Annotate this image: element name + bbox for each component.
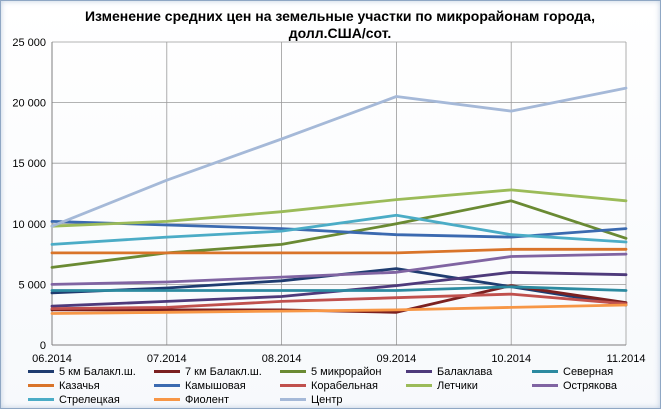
legend-swatch — [532, 384, 558, 387]
y-tick-label: 15 000 — [12, 158, 46, 170]
x-tick-label: 09.2014 — [377, 353, 417, 365]
legend-item: Камышовая — [154, 379, 280, 392]
series-line — [50, 199, 628, 269]
legend-label: Северная — [563, 365, 614, 378]
x-tick-label: 10.2014 — [491, 353, 531, 365]
legend-swatch — [406, 384, 432, 387]
y-tick-label: 10 000 — [12, 219, 46, 231]
axes — [51, 42, 626, 346]
legend-item: Летчики — [406, 379, 532, 392]
y-tick-label: 0 — [40, 340, 46, 352]
legend-swatch — [28, 370, 54, 373]
legend-label: Фиолент — [185, 393, 230, 406]
y-tick-label: 5 000 — [18, 279, 46, 291]
y-tick-label: 25 000 — [12, 37, 46, 49]
legend-swatch — [280, 398, 306, 401]
series-line — [50, 213, 628, 246]
series-line — [50, 188, 628, 228]
legend-swatch — [280, 370, 306, 373]
legend-swatch — [154, 384, 180, 387]
series-line — [50, 86, 628, 228]
legend-swatch — [280, 384, 306, 387]
legend-label: Острякова — [563, 379, 617, 392]
legend-label: Камышовая — [185, 379, 246, 392]
series-line — [50, 252, 628, 286]
legend-item: 5 км Балакл.ш. — [28, 365, 154, 378]
legend-item: Корабельная — [280, 379, 406, 392]
legend-swatch — [154, 398, 180, 401]
legend-item: Центр — [280, 393, 406, 406]
x-axis-ticks: 06.2014 07.2014 08.2014 09.2014 10.2014 11.20… — [32, 353, 645, 365]
legend-swatch — [154, 370, 180, 373]
y-axis-ticks: 0 5 000 10 000 15 000 20 000 25 000 — [12, 37, 46, 352]
x-tick-label: 06.2014 — [32, 353, 72, 365]
x-tick-label: 08.2014 — [262, 353, 302, 365]
legend-swatch — [532, 370, 558, 373]
legend-swatch — [406, 370, 432, 373]
legend-swatch — [28, 384, 54, 387]
legend-label: Летчики — [437, 379, 478, 392]
legend-swatch — [28, 398, 54, 401]
legend-item: Казачья — [28, 379, 154, 392]
legend-item: 7 км Балакл.ш. — [154, 365, 280, 378]
chart-subtitle: долл.США/сот. — [288, 25, 392, 41]
series-lines — [50, 86, 628, 315]
x-tick-label: 11.2014 — [607, 353, 646, 365]
legend-label: 7 км Балакл.ш. — [185, 365, 262, 378]
legend-label: Балаклава — [437, 365, 493, 378]
series-line — [50, 285, 628, 292]
legend-item: Северная — [532, 365, 658, 378]
x-tick-label: 07.2014 — [147, 353, 187, 365]
legend-item: 5 микрорайон — [280, 365, 406, 378]
legend-label: Центр — [311, 393, 343, 406]
legend-item: Фиолент — [154, 393, 280, 406]
legend-label: 5 км Балакл.ш. — [59, 365, 136, 378]
legend-item: Стрелецкая — [28, 393, 154, 406]
legend-label: Корабельная — [311, 379, 378, 392]
series-line — [50, 292, 628, 311]
chart-title: Изменение средних цен на земельные участ… — [84, 8, 595, 24]
legend: 5 км Балакл.ш. 7 км Балакл.ш. 5 микрорайон… — [28, 365, 658, 406]
legend-label: Казачья — [59, 379, 100, 392]
y-tick-label: 20 000 — [12, 98, 46, 110]
series-line — [50, 303, 628, 315]
series-line — [50, 247, 628, 255]
legend-item: Острякова — [532, 379, 658, 392]
legend-item: Балаклава — [406, 365, 532, 378]
legend-label: 5 микрорайон — [311, 365, 382, 378]
legend-label: Стрелецкая — [59, 393, 120, 406]
